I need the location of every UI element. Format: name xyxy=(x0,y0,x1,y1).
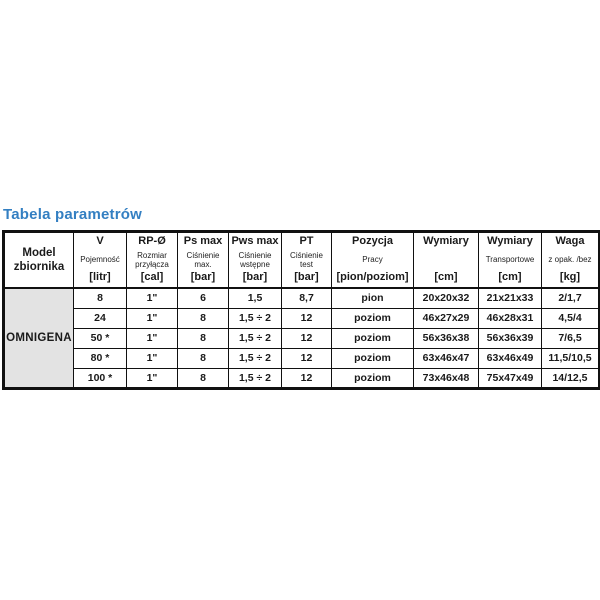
header-main: V xyxy=(96,235,104,247)
table-cell: 14/12,5 xyxy=(541,367,600,389)
table-cell: 100 * xyxy=(73,367,127,389)
table-row: 80 * 1" 8 1,5 ÷ 2 12 poziom 63x46x47 63x… xyxy=(4,347,600,369)
header-unit: [bar] xyxy=(190,271,216,283)
table-cell: 1,5 ÷ 2 xyxy=(228,347,282,369)
table-cell: 80 * xyxy=(73,347,127,369)
table-cell: 63x46x47 xyxy=(413,347,479,369)
table-cell: 1,5 ÷ 2 xyxy=(228,327,282,349)
model-header-label: Model zbiornika xyxy=(13,247,65,273)
brand-cell: OMNIGENA xyxy=(3,287,74,389)
table-cell: 7/6,5 xyxy=(541,327,600,349)
table-cell: 6 xyxy=(177,287,229,309)
header-unit: [bar] xyxy=(242,271,268,283)
table-cell: 73x46x48 xyxy=(413,367,479,389)
table-cell: pion xyxy=(331,287,414,309)
header-sub: Transportowe xyxy=(485,255,535,264)
table-cell: poziom xyxy=(331,347,414,369)
header-sub: Pracy xyxy=(362,255,383,264)
table-header-row: Model zbiornika V Pojemność [litr] RP-Ø … xyxy=(3,231,600,289)
table-cell: 8 xyxy=(177,367,229,389)
table-cell: 24 xyxy=(73,307,127,329)
column-header-ps-max: Ps max Ciśnienie max. [bar] xyxy=(177,231,229,289)
header-sub: Pojemność xyxy=(80,255,120,264)
column-header-weight: Waga z opak. /bez [kg] xyxy=(541,231,600,289)
column-header-pws-max: Pws max Ciśnienie wstępne [bar] xyxy=(228,231,282,289)
column-header-pt: PT Ciśnienie test [bar] xyxy=(281,231,332,289)
table-cell: poziom xyxy=(331,307,414,329)
header-unit: [kg] xyxy=(559,271,581,283)
table-cell: 46x27x29 xyxy=(413,307,479,329)
header-sub: Ciśnienie wstępne xyxy=(238,250,272,269)
header-unit: [cal] xyxy=(140,271,164,283)
header-unit: [cm] xyxy=(434,271,458,283)
header-main: Wymiary xyxy=(487,235,533,247)
header-sub: z opak. /bez xyxy=(548,255,592,264)
table-cell: 8 xyxy=(177,327,229,349)
table-cell: 8 xyxy=(73,287,127,309)
header-unit: [litr] xyxy=(89,271,111,283)
table-row: OMNIGENA 8 1" 6 1,5 8,7 pion 20x20x32 21… xyxy=(3,287,600,389)
header-unit: [bar] xyxy=(294,271,319,283)
table-cell: poziom xyxy=(331,367,414,389)
header-sub: Ciśnienie test xyxy=(290,250,323,269)
table-cell: 20x20x32 xyxy=(413,287,479,309)
column-header-rp: RP-Ø Rozmiar przyłącza [cal] xyxy=(126,231,178,289)
table-row: 24 1" 8 1,5 ÷ 2 12 poziom 46x27x29 46x28… xyxy=(4,307,600,329)
header-unit: [pion/poziom] xyxy=(336,271,409,283)
column-header-position: Pozycja Pracy [pion/poziom] xyxy=(331,231,414,289)
table-cell: 1" xyxy=(126,287,178,309)
table-cell: 1" xyxy=(126,367,178,389)
header-sub: Rozmiar przyłącza xyxy=(135,250,169,269)
table-cell: 1" xyxy=(126,327,178,349)
column-header-v: V Pojemność [litr] xyxy=(73,231,127,289)
header-main: Pws max xyxy=(231,235,279,247)
table-cell: 8,7 xyxy=(281,287,332,309)
column-header-model: Model zbiornika xyxy=(3,231,74,289)
table-cell: 46x28x31 xyxy=(478,307,542,329)
column-header-dimensions: Wymiary [cm] xyxy=(413,231,479,289)
table-cell: 1" xyxy=(126,347,178,369)
header-main: Waga xyxy=(555,235,585,247)
table-cell: 1,5 xyxy=(228,287,282,309)
table-cell: 8 xyxy=(177,307,229,329)
header-unit: [cm] xyxy=(498,271,522,283)
table-cell: 56x36x38 xyxy=(413,327,479,349)
table-cell: 12 xyxy=(281,347,332,369)
header-sub: Ciśnienie max. xyxy=(186,250,220,269)
table-cell: 63x46x49 xyxy=(478,347,542,369)
page-title: Tabela parametrów xyxy=(3,206,143,223)
table-cell: 75x47x49 xyxy=(478,367,542,389)
table-cell: 1" xyxy=(126,307,178,329)
column-header-transport-dimensions: Wymiary Transportowe [cm] xyxy=(478,231,542,289)
parameters-table: Model zbiornika V Pojemność [litr] RP-Ø … xyxy=(2,230,600,390)
table-cell: 50 * xyxy=(73,327,127,349)
table-cell: 12 xyxy=(281,327,332,349)
table-cell: 56x36x39 xyxy=(478,327,542,349)
table-cell: 21x21x33 xyxy=(478,287,542,309)
table-row: 100 * 1" 8 1,5 ÷ 2 12 poziom 73x46x48 75… xyxy=(4,367,600,389)
header-main: RP-Ø xyxy=(138,235,166,247)
table-cell: poziom xyxy=(331,327,414,349)
header-main: Pozycja xyxy=(352,235,393,247)
header-main: Wymiary xyxy=(423,235,469,247)
table-cell: 2/1,7 xyxy=(541,287,600,309)
table-row: 50 * 1" 8 1,5 ÷ 2 12 poziom 56x36x38 56x… xyxy=(4,327,600,349)
table-cell: 11,5/10,5 xyxy=(541,347,600,369)
table-cell: 1,5 ÷ 2 xyxy=(228,367,282,389)
table-cell: 1,5 ÷ 2 xyxy=(228,307,282,329)
table-cell: 12 xyxy=(281,307,332,329)
table-cell: 8 xyxy=(177,347,229,369)
table-cell: 12 xyxy=(281,367,332,389)
header-main: Ps max xyxy=(183,235,223,247)
header-main: PT xyxy=(299,235,314,247)
table-cell: 4,5/4 xyxy=(541,307,600,329)
